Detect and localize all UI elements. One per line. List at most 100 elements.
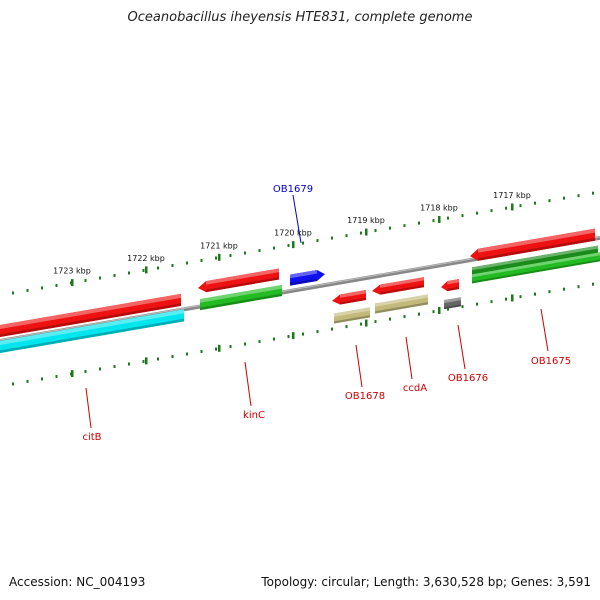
leader-kinC	[244, 361, 252, 407]
lower-scale-dot	[505, 297, 507, 301]
gene-citB[interactable]	[0, 293, 181, 338]
gene-label-OB1679: OB1679	[273, 184, 313, 195]
upper-scale-dot	[200, 259, 203, 263]
upper-scale-dot	[432, 219, 435, 223]
lower-scale-dot	[99, 367, 101, 371]
gene-ccdA-olive[interactable]	[375, 294, 428, 314]
scale-tick-label: 1722 kbp	[127, 254, 165, 263]
lower-scale-dot	[418, 312, 420, 316]
scale-tick-label: 1717 kbp	[493, 191, 531, 200]
upper-scale-tick	[292, 241, 295, 249]
lower-scale-dot	[26, 379, 29, 383]
lower-scale-dot	[490, 300, 493, 304]
upper-scale-dot	[345, 234, 348, 238]
lower-scale-dot	[461, 305, 464, 309]
gene-OB1678-olive[interactable]	[334, 307, 370, 324]
lower-scale-dot	[345, 325, 348, 329]
scale-tick-label: 1721 kbp	[200, 241, 238, 250]
gene-OB1676[interactable]	[441, 279, 459, 292]
topology-text: Topology: circular; Length: 3,630,528 bp…	[261, 575, 591, 589]
upper-scale-dot	[389, 226, 391, 230]
upper-scale-dot	[577, 194, 580, 198]
gene-kinC[interactable]	[200, 284, 282, 311]
upper-scale-dot	[374, 229, 377, 233]
lower-scale-dot	[186, 352, 188, 356]
upper-scale-dot	[592, 191, 594, 195]
lower-scale-tick	[71, 370, 74, 378]
scale-tick-labels: 1723 kbp 1722 kbp 1721 kbp 1720 kbp 1719 kbp…	[53, 191, 531, 276]
leader-OB1676	[457, 324, 466, 370]
gene-label-citB: citB	[82, 432, 101, 443]
upper-scale-tick	[71, 279, 74, 287]
lower-scale-dot	[360, 322, 362, 326]
lower-scale-dot	[331, 327, 333, 331]
lower-scale-dot	[302, 332, 304, 336]
lower-scale-dot	[534, 292, 536, 296]
lower-scale-tick	[438, 306, 441, 314]
gene-OB1675[interactable]	[470, 228, 595, 261]
gene-OB1678[interactable]	[332, 290, 366, 305]
upper-scale-dots	[12, 191, 594, 295]
scale-tick-label: 1723 kbp	[53, 267, 91, 276]
gene-OB1676-gray[interactable]	[444, 297, 461, 310]
gene-label-kinC: kinC	[243, 410, 265, 421]
upper-scale-dot	[229, 254, 232, 258]
lower-scale-dot	[592, 282, 594, 286]
upper-scale-dot	[41, 286, 43, 290]
upper-scale-dot	[287, 244, 290, 248]
gene-kinC-forward[interactable]	[198, 268, 279, 293]
lower-scale-dot	[244, 342, 246, 346]
gene-label-OB1676: OB1676	[448, 373, 488, 384]
lower-scale-dot	[316, 330, 319, 334]
label-leader-lines	[85, 194, 549, 429]
gene-ccdA[interactable]	[372, 277, 424, 295]
gene-label-ccdA: ccdA	[403, 383, 427, 394]
gene-OB1679[interactable]	[290, 269, 325, 286]
gene-OB1675-green[interactable]	[472, 252, 600, 284]
lower-scale-dot	[12, 382, 14, 386]
upper-scale-dot	[461, 214, 464, 218]
lower-scale-dot	[200, 350, 203, 354]
upper-scale-dot	[403, 224, 406, 228]
lower-scale-tick	[145, 357, 148, 365]
leader-ccdA	[405, 336, 413, 380]
lower-scale-dot	[84, 369, 87, 373]
lower-scale-dot	[258, 340, 261, 344]
upper-scale-dot	[273, 246, 275, 250]
lower-scale-tick	[218, 344, 221, 352]
lower-scale-dot	[55, 374, 58, 378]
scale-tick-label: 1719 kbp	[347, 216, 385, 225]
gene-label-OB1678: OB1678	[345, 391, 385, 402]
upper-scale-dot	[548, 199, 551, 203]
upper-scale-dot	[316, 239, 319, 243]
lower-scale-dot	[577, 285, 580, 289]
leader-OB1675	[540, 308, 549, 352]
upper-scale-dot	[142, 268, 145, 272]
lower-scale-dot	[476, 302, 478, 306]
lower-scale-dot	[548, 290, 551, 294]
upper-scale-dot	[360, 231, 362, 235]
leader-OB1679	[292, 194, 302, 244]
lower-scale-dots	[12, 282, 594, 386]
lower-scale-tick	[511, 294, 514, 302]
lower-scale-dot	[273, 337, 275, 341]
upper-scale-dot	[563, 196, 565, 200]
gene-labels: citB kinC OB1679 OB1678 ccdA OB1676 OB1675	[82, 184, 571, 443]
accession-text: Accession: NC_004193	[9, 575, 146, 589]
lower-scale-dot	[171, 355, 174, 359]
upper-scale-tick	[365, 228, 368, 236]
gene-features[interactable]	[0, 228, 600, 354]
gene-citB-rna[interactable]	[0, 309, 184, 354]
upper-scale-dot	[258, 249, 261, 253]
upper-scale-dot	[157, 266, 159, 270]
upper-scale-ticks	[71, 203, 514, 287]
lower-scale-dot	[229, 345, 232, 349]
upper-scale-dot	[447, 216, 449, 220]
scale-tick-label: 1720 kbp	[274, 229, 312, 238]
lower-scale-dot	[432, 310, 435, 314]
lower-scale-ticks	[71, 294, 514, 378]
upper-scale-dot	[418, 221, 420, 225]
upper-scale-dot	[128, 271, 130, 275]
upper-scale-dot	[186, 261, 188, 265]
